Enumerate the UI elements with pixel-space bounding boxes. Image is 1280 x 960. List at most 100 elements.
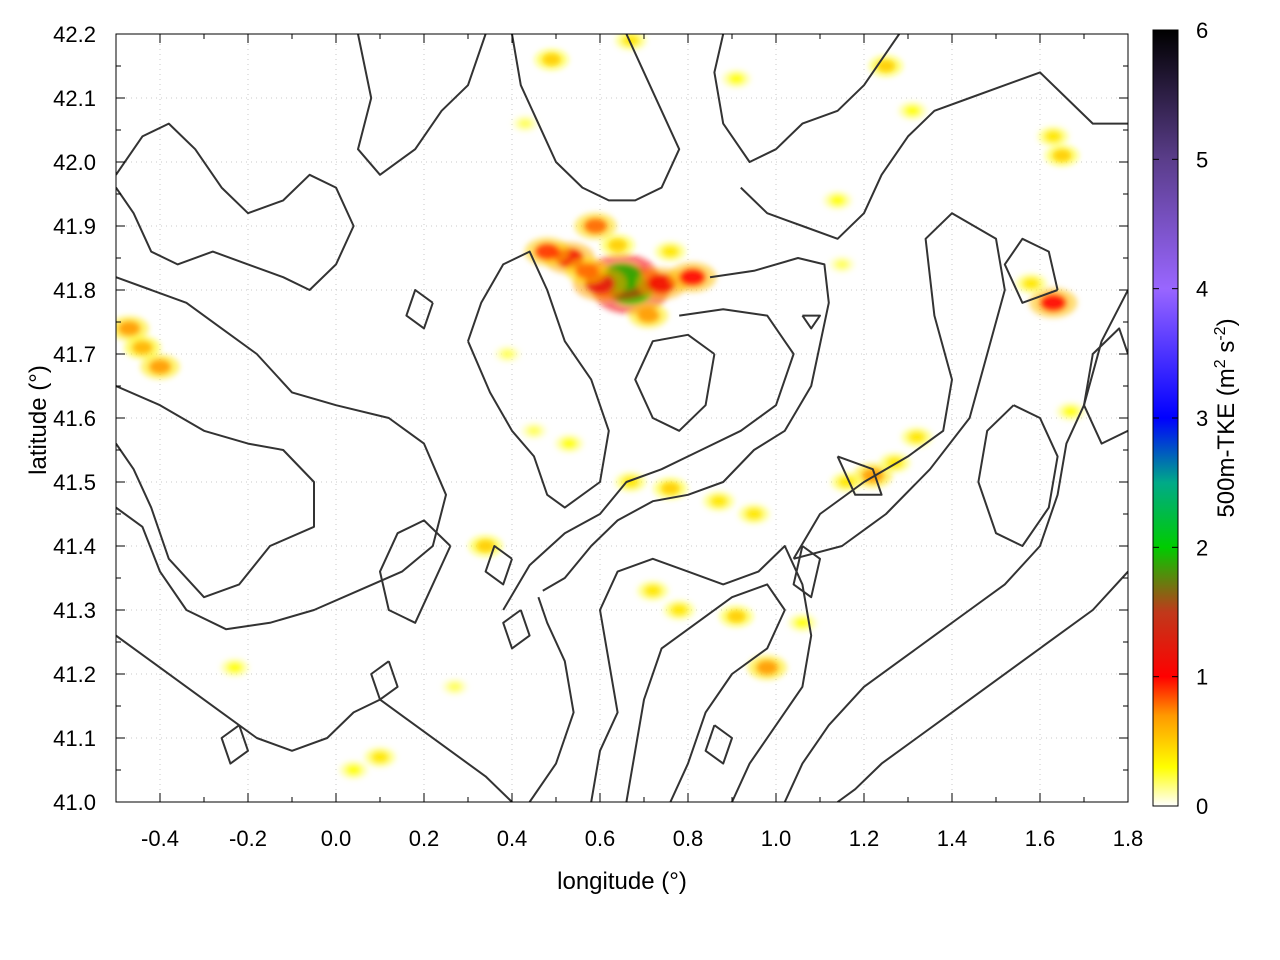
contour-line [484,545,513,586]
y-tick-label: 41.3 [53,598,96,623]
colorbar: 0 1 2 3 4 5 6 500m-TKE (m2 s-2) [1152,18,1240,819]
x-tick-label: 0.0 [321,826,352,851]
x-axis-title: longitude (°) [557,868,687,895]
tke-cell [500,349,515,359]
colorbar-tick-label: 3 [1196,406,1208,431]
y-tick-label: 42.2 [53,22,96,47]
contour-line [116,385,315,599]
y-tick-label: 41.9 [53,214,96,239]
contour-line [837,570,1128,802]
colorbar-title: 500m-TKE (m2 s-2) [1212,318,1240,517]
contour-line [704,724,733,765]
contour-line [511,34,681,202]
colorbar-tick-label: 5 [1196,147,1208,172]
tke-cell [608,238,628,252]
colorbar-tick-label: 2 [1196,535,1208,560]
y-tick-label: 41.5 [53,470,96,495]
colorbar-tick-label: 6 [1196,18,1208,43]
contour-line [502,308,795,611]
x-tick-label: 1.6 [1025,826,1056,851]
x-tick-label: 0.6 [585,826,616,851]
tke-cell [726,610,746,623]
contour-line [220,724,249,765]
tke-cell [678,268,706,287]
contour-line [792,545,821,599]
tke-cell [644,585,662,597]
tke-cell [226,662,243,673]
tke-cell [561,438,578,449]
grid-lines [116,34,1128,802]
contour-line [801,314,821,330]
tke-cell [518,118,533,129]
contour-line [634,333,716,432]
tke-cell [660,482,680,495]
contour-line [467,250,610,509]
contour-line [836,455,883,496]
x-tick-label: 0.8 [673,826,704,851]
colorbar-tick-label: 1 [1196,665,1208,690]
tke-cell [908,431,926,443]
tke-cell [345,764,362,776]
contour-line [528,596,575,802]
contour-line [379,519,452,624]
contour-line [783,289,1128,802]
tke-cell [1052,149,1072,162]
contour-line [1003,237,1059,304]
y-tick-label: 42.0 [53,150,96,175]
tke-cell [834,259,850,270]
x-tick-label: 0.2 [409,826,440,851]
y-tick-label: 41.0 [53,790,96,815]
tke-cell [637,308,660,323]
tke-cell [670,604,688,616]
contour-line [116,122,355,291]
contour-line [116,276,447,631]
colorbar-ticks: 0 1 2 3 4 5 6 [1153,18,1208,819]
contour-line [740,71,1128,240]
tke-heatmap [116,34,1085,779]
y-tick-label: 41.4 [53,534,96,559]
tke-cell [526,426,542,436]
tke-cell [371,751,389,763]
x-tick-label: 1.4 [937,826,968,851]
tke-cell [583,218,608,234]
tke-cell [148,359,172,375]
tke-cell [794,617,811,629]
tke-cell [1039,293,1067,312]
tke-cell [661,245,680,258]
contour-line [713,34,901,163]
y-tick-label: 41.1 [53,726,96,751]
tke-cell [829,195,846,206]
y-tick-label: 41.7 [53,342,96,367]
tke-cell [542,53,562,66]
tke-cell [710,495,728,507]
contour-line [405,289,434,330]
contour-line [792,212,1006,560]
tke-cell [904,105,921,117]
contour-line [370,660,399,701]
tke-cell [756,660,779,675]
x-tick-label: 1.8 [1113,826,1144,851]
y-tick-label: 41.2 [53,662,96,687]
x-tick-label: 1.2 [849,826,880,851]
y-tick-label: 41.8 [53,278,96,303]
contour-line [542,257,830,592]
tke-cell [118,321,141,336]
tke-cell [476,539,496,553]
x-tick-label: -0.2 [229,826,267,851]
tke-cell [745,508,763,520]
contour-line [590,545,813,802]
colorbar-tick-label: 4 [1196,277,1208,302]
tke-cell [574,262,599,279]
x-tick-label: 1.0 [761,826,792,851]
tke-cell [876,59,896,73]
contour-line [977,404,1059,547]
y-tick-label: 41.6 [53,406,96,431]
contour-line [116,634,513,802]
tke-cell [1044,130,1062,143]
tke-cell [1062,406,1079,417]
x-tick-label: -0.4 [141,826,179,851]
terrain-contours [116,34,1128,802]
y-tick-label: 42.1 [53,86,96,111]
contour-line [357,34,487,176]
